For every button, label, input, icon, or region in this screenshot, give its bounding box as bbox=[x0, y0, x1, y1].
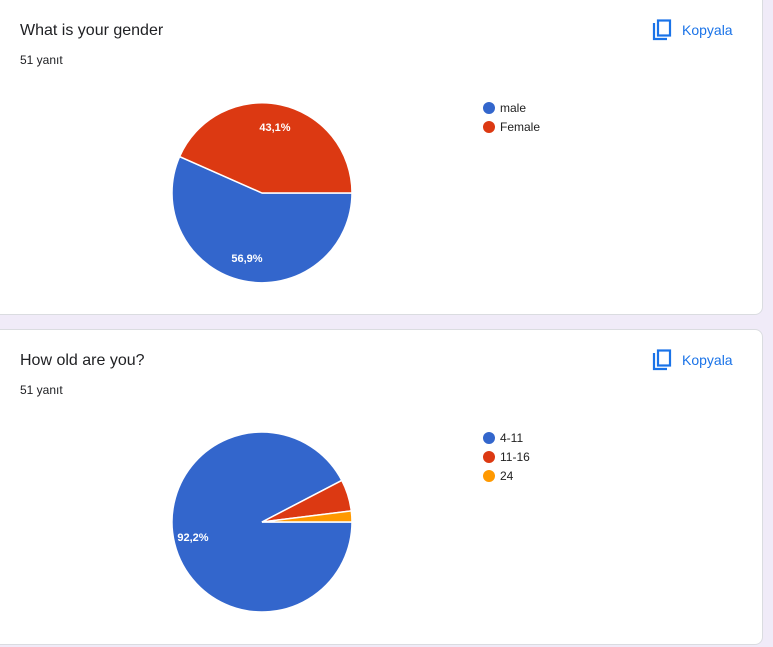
slice-label: 92,2% bbox=[177, 532, 208, 544]
legend: 4-11 11-16 24 bbox=[483, 428, 530, 485]
legend-item[interactable]: 24 bbox=[483, 466, 530, 485]
legend-dot-icon bbox=[483, 101, 495, 114]
pie-chart-age: 92,2% bbox=[171, 431, 353, 613]
legend-item[interactable]: 11-16 bbox=[483, 447, 530, 466]
copy-icon bbox=[652, 349, 672, 371]
copy-button[interactable]: Kopyala bbox=[652, 19, 733, 41]
legend: male Female bbox=[483, 98, 540, 136]
question-card-gender: What is your gender 51 yanıt Kopyala 56,… bbox=[0, 0, 763, 315]
copy-label: Kopyala bbox=[682, 22, 733, 38]
legend-item[interactable]: male bbox=[483, 98, 540, 117]
question-title: What is your gender bbox=[20, 22, 164, 39]
response-count: 51 yanıt bbox=[20, 383, 63, 397]
slice-label: 43,1% bbox=[259, 122, 290, 134]
copy-button[interactable]: Kopyala bbox=[652, 349, 733, 371]
copy-label: Kopyala bbox=[682, 352, 733, 368]
pie-slice-24[interactable] bbox=[261, 510, 353, 523]
legend-item[interactable]: Female bbox=[483, 117, 540, 136]
legend-item[interactable]: 4-11 bbox=[483, 428, 530, 447]
question-title: How old are you? bbox=[20, 352, 145, 369]
response-count: 51 yanıt bbox=[20, 53, 63, 67]
pie-slice-male[interactable] bbox=[171, 155, 353, 284]
slice-label: 56,9% bbox=[231, 253, 262, 265]
copy-icon bbox=[652, 19, 672, 41]
legend-dot-icon bbox=[483, 450, 495, 463]
pie-chart-gender: 56,9% 43,1% bbox=[171, 102, 353, 284]
pie-slice-female[interactable] bbox=[178, 102, 353, 194]
legend-dot-icon bbox=[483, 431, 495, 444]
legend-dot-icon bbox=[483, 120, 495, 133]
question-card-age: How old are you? 51 yanıt Kopyala 92,2% … bbox=[0, 329, 763, 645]
legend-dot-icon bbox=[483, 469, 495, 482]
